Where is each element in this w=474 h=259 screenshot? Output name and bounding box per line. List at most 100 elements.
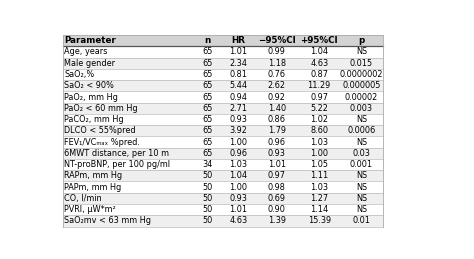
- FancyBboxPatch shape: [63, 159, 383, 170]
- Text: 0.90: 0.90: [268, 205, 286, 214]
- Text: SaO₂ < 90%: SaO₂ < 90%: [64, 81, 114, 90]
- Text: 65: 65: [202, 149, 212, 158]
- Text: 11.29: 11.29: [308, 81, 331, 90]
- Text: 1.03: 1.03: [229, 160, 247, 169]
- FancyBboxPatch shape: [63, 215, 383, 227]
- Text: HR: HR: [231, 36, 246, 45]
- Text: 65: 65: [202, 138, 212, 147]
- Text: 0.003: 0.003: [350, 104, 373, 113]
- Text: 4.63: 4.63: [310, 59, 328, 68]
- Text: 2.71: 2.71: [229, 104, 247, 113]
- Text: 0.93: 0.93: [229, 194, 247, 203]
- Text: 0.0006: 0.0006: [347, 126, 375, 135]
- Text: PaCO₂, mm Hg: PaCO₂, mm Hg: [64, 115, 124, 124]
- Text: CO, l/min: CO, l/min: [64, 194, 102, 203]
- Text: NS: NS: [356, 138, 367, 147]
- FancyBboxPatch shape: [63, 57, 383, 69]
- Text: 0.81: 0.81: [229, 70, 247, 79]
- Text: NT-proBNP, per 100 pg/ml: NT-proBNP, per 100 pg/ml: [64, 160, 170, 169]
- Text: 0.87: 0.87: [310, 70, 328, 79]
- Text: FEV₁/VCₘₐₓ %pred.: FEV₁/VCₘₐₓ %pred.: [64, 138, 140, 147]
- Text: 0.92: 0.92: [268, 92, 286, 102]
- Text: 0.0000002: 0.0000002: [340, 70, 383, 79]
- Text: 0.99: 0.99: [268, 47, 286, 56]
- Text: 1.00: 1.00: [229, 183, 247, 192]
- Text: 5.44: 5.44: [229, 81, 247, 90]
- Text: p: p: [358, 36, 365, 45]
- Text: 1.39: 1.39: [268, 216, 286, 225]
- FancyBboxPatch shape: [63, 125, 383, 136]
- Text: 0.00002: 0.00002: [345, 92, 378, 102]
- Text: 1.00: 1.00: [310, 149, 328, 158]
- Text: 0.94: 0.94: [229, 92, 247, 102]
- Text: n: n: [204, 36, 210, 45]
- Text: 0.86: 0.86: [268, 115, 286, 124]
- Text: NS: NS: [356, 171, 367, 180]
- Text: NS: NS: [356, 115, 367, 124]
- Text: 0.96: 0.96: [229, 149, 247, 158]
- Text: 0.98: 0.98: [268, 183, 286, 192]
- Text: NS: NS: [356, 194, 367, 203]
- FancyBboxPatch shape: [63, 46, 383, 57]
- Text: 1.01: 1.01: [268, 160, 286, 169]
- Text: 0.97: 0.97: [268, 171, 286, 180]
- Text: 0.96: 0.96: [268, 138, 286, 147]
- Text: PaO₂ < 60 mm Hg: PaO₂ < 60 mm Hg: [64, 104, 138, 113]
- Text: 1.01: 1.01: [229, 47, 247, 56]
- Text: 1.18: 1.18: [268, 59, 286, 68]
- Text: 1.01: 1.01: [229, 205, 247, 214]
- Text: 50: 50: [202, 183, 212, 192]
- Text: 0.93: 0.93: [268, 149, 286, 158]
- FancyBboxPatch shape: [63, 193, 383, 204]
- Text: 15.39: 15.39: [308, 216, 331, 225]
- FancyBboxPatch shape: [63, 136, 383, 148]
- Text: 1.40: 1.40: [268, 104, 286, 113]
- FancyBboxPatch shape: [63, 91, 383, 103]
- Text: 50: 50: [202, 171, 212, 180]
- Text: RAPm, mm Hg: RAPm, mm Hg: [64, 171, 122, 180]
- Text: 2.62: 2.62: [268, 81, 286, 90]
- Text: 0.000005: 0.000005: [342, 81, 381, 90]
- Text: 1.14: 1.14: [310, 205, 328, 214]
- Text: Age, years: Age, years: [64, 47, 108, 56]
- Text: 0.03: 0.03: [353, 149, 370, 158]
- Text: −95%CI: −95%CI: [258, 36, 296, 45]
- Text: 65: 65: [202, 70, 212, 79]
- FancyBboxPatch shape: [63, 114, 383, 125]
- Text: 1.04: 1.04: [229, 171, 247, 180]
- Text: DLCO < 55%pred: DLCO < 55%pred: [64, 126, 136, 135]
- Text: 0.97: 0.97: [310, 92, 328, 102]
- Text: 65: 65: [202, 104, 212, 113]
- Text: Male gender: Male gender: [64, 59, 115, 68]
- Text: 1.03: 1.03: [310, 138, 328, 147]
- Text: 65: 65: [202, 126, 212, 135]
- FancyBboxPatch shape: [63, 148, 383, 159]
- Text: 6MWT distance, per 10 m: 6MWT distance, per 10 m: [64, 149, 169, 158]
- Text: 1.04: 1.04: [310, 47, 328, 56]
- Text: 2.34: 2.34: [229, 59, 247, 68]
- Text: 34: 34: [202, 160, 212, 169]
- FancyBboxPatch shape: [63, 35, 383, 46]
- Text: 1.79: 1.79: [268, 126, 286, 135]
- FancyBboxPatch shape: [63, 80, 383, 91]
- Text: PVRI, μW*m²: PVRI, μW*m²: [64, 205, 116, 214]
- Text: 65: 65: [202, 47, 212, 56]
- Text: 3.92: 3.92: [229, 126, 247, 135]
- FancyBboxPatch shape: [63, 103, 383, 114]
- Text: 65: 65: [202, 115, 212, 124]
- Text: Parameter: Parameter: [64, 36, 116, 45]
- Text: +95%CI: +95%CI: [301, 36, 338, 45]
- Text: NS: NS: [356, 205, 367, 214]
- Text: 1.03: 1.03: [310, 183, 328, 192]
- Text: 0.01: 0.01: [352, 216, 370, 225]
- Text: NS: NS: [356, 47, 367, 56]
- Text: 65: 65: [202, 92, 212, 102]
- FancyBboxPatch shape: [63, 182, 383, 193]
- FancyBboxPatch shape: [63, 69, 383, 80]
- FancyBboxPatch shape: [63, 204, 383, 215]
- FancyBboxPatch shape: [63, 170, 383, 182]
- Text: 5.22: 5.22: [310, 104, 328, 113]
- Text: 0.69: 0.69: [268, 194, 286, 203]
- Text: 0.001: 0.001: [350, 160, 373, 169]
- Text: NS: NS: [356, 183, 367, 192]
